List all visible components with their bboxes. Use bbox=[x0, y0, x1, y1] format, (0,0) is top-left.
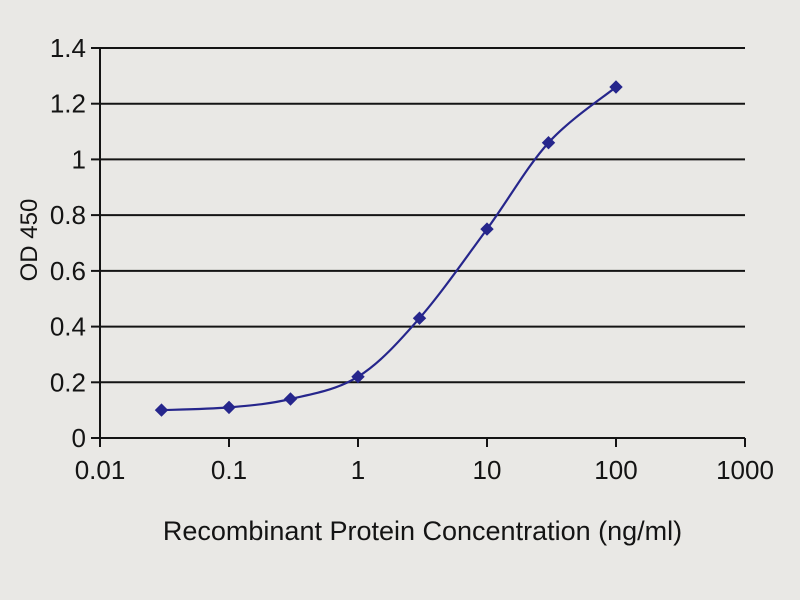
data-point-marker bbox=[480, 222, 494, 236]
series-line bbox=[161, 86, 617, 412]
data-point-marker bbox=[283, 392, 298, 406]
y-tick-label: 0 bbox=[72, 423, 86, 453]
x-tick-label: 10 bbox=[473, 455, 502, 485]
x-axis-title: Recombinant Protein Concentration (ng/ml… bbox=[162, 516, 683, 546]
y-tick-label: 0.8 bbox=[50, 200, 86, 230]
data-point-marker bbox=[154, 403, 169, 417]
y-tick-label: 0.6 bbox=[50, 256, 86, 286]
y-tick-label: 1.2 bbox=[50, 89, 86, 119]
y-tick-label: 0.4 bbox=[50, 312, 86, 342]
data-point-marker bbox=[412, 311, 427, 325]
x-tick-label: 100 bbox=[594, 455, 637, 485]
data-point-marker bbox=[541, 135, 556, 150]
x-tick-label: 0.1 bbox=[211, 455, 247, 485]
data-point-marker bbox=[609, 80, 623, 94]
y-axis-title: OD 450 bbox=[16, 198, 43, 282]
y-tick-label: 1 bbox=[72, 144, 86, 174]
x-tick-label: 1000 bbox=[716, 455, 774, 485]
y-tick-label: 0.2 bbox=[50, 367, 86, 397]
data-point-marker bbox=[351, 369, 365, 384]
data-point-marker bbox=[222, 400, 236, 415]
y-tick-label: 1.4 bbox=[50, 33, 86, 63]
x-tick-label: 0.01 bbox=[75, 455, 126, 485]
x-tick-label: 1 bbox=[351, 455, 365, 485]
